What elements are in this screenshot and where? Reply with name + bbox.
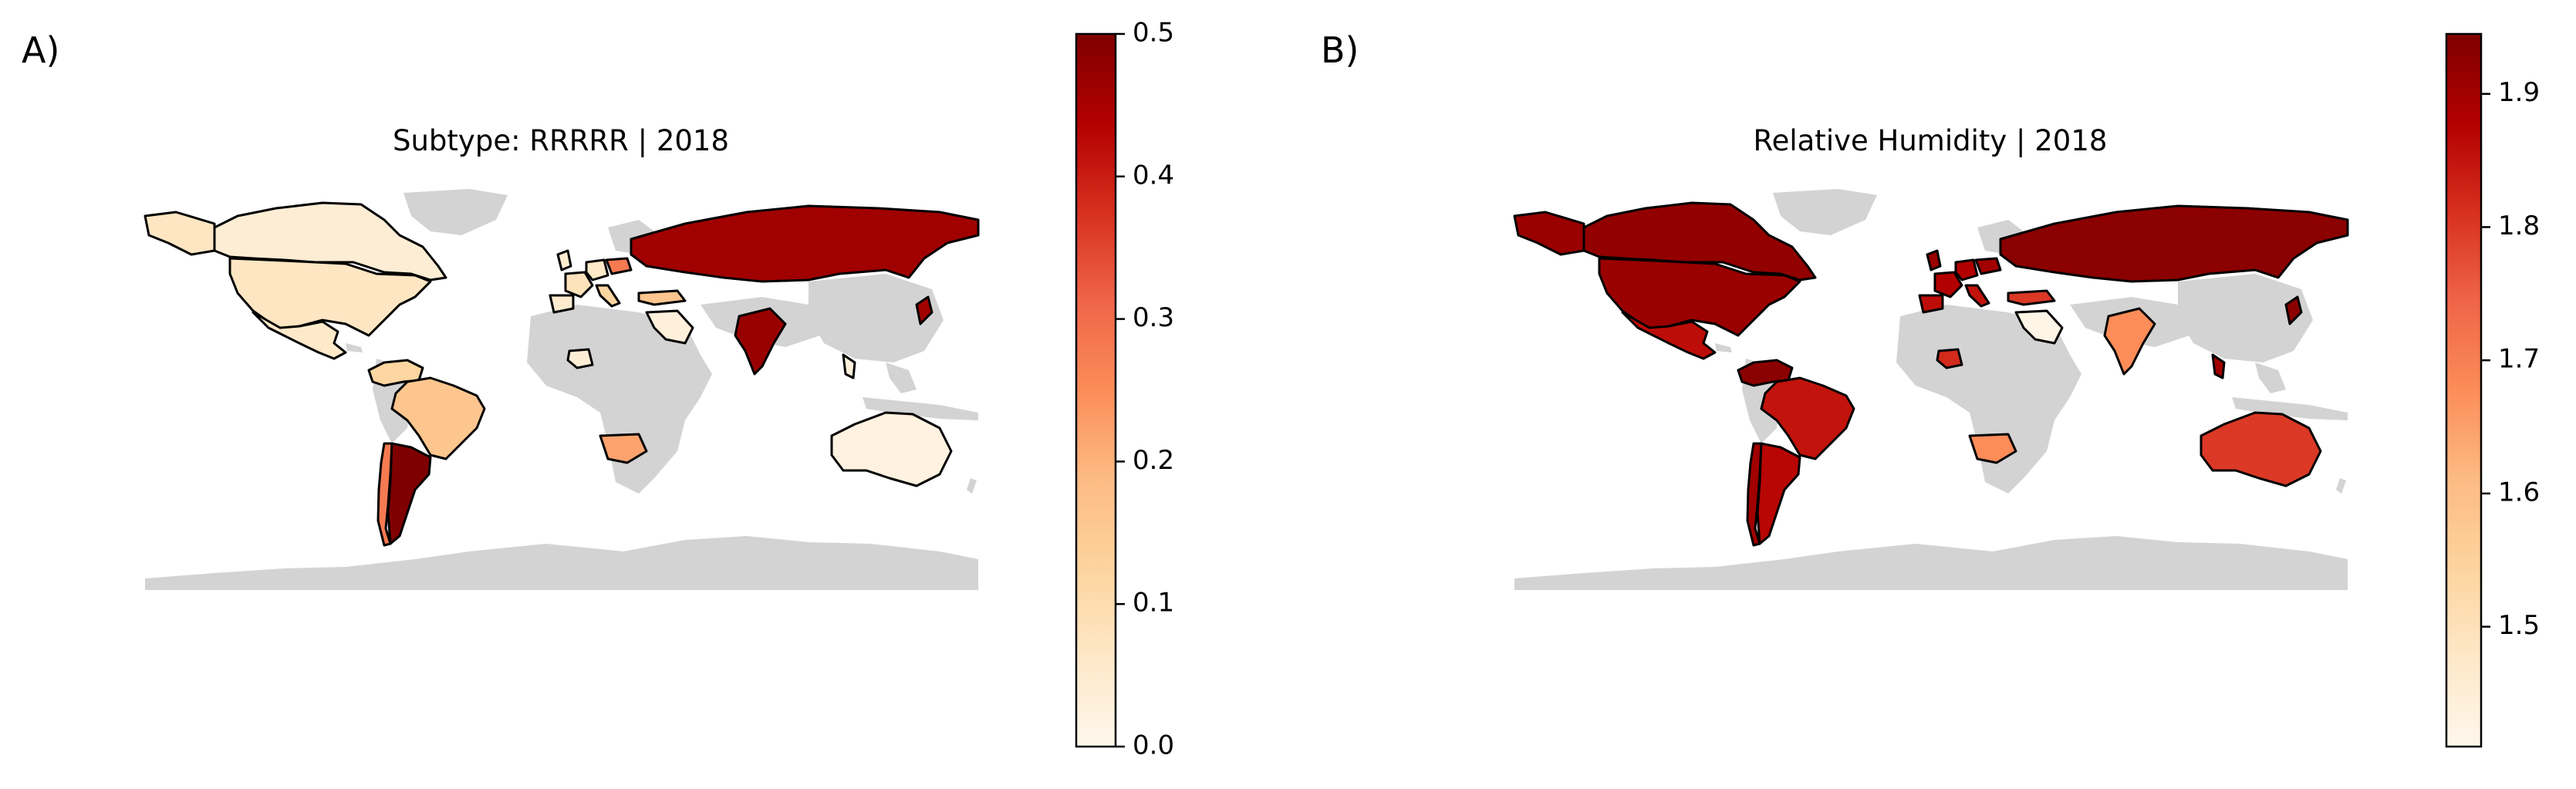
colorbar-tick-label: 1.6 — [2498, 477, 2540, 507]
country-turkey — [637, 289, 687, 306]
colorbar-tick-label: 1.7 — [2498, 344, 2540, 375]
country-mexico — [252, 311, 347, 360]
country-india — [2103, 307, 2156, 376]
colorbar-b-gradient — [2445, 32, 2483, 748]
colorbar-tick-label: 1.9 — [2498, 77, 2540, 108]
colorbar-a-gradient — [1075, 32, 1117, 748]
country-polygons — [143, 201, 980, 547]
country-south-africa — [1968, 433, 2017, 464]
panel-a-label: A) — [22, 29, 60, 71]
country-russia — [1999, 204, 2349, 283]
country-malaysia-indonesia — [2211, 353, 2226, 379]
country-argentina — [1756, 442, 1801, 545]
colorbar-tick-label: 0.5 — [1133, 18, 1174, 49]
map-panel-b: Relative Humidity | 2018 — [1513, 32, 2540, 748]
country-germany — [585, 258, 609, 282]
country-mexico — [1621, 311, 1717, 360]
background-land — [1514, 189, 2348, 590]
country-spain — [1918, 294, 1944, 314]
country-uk — [556, 249, 572, 271]
country-alaska-usa — [143, 211, 216, 256]
colorbar-a-ticks: 0.0 0.1 0.2 0.3 0.4 0.5 — [1116, 18, 1174, 761]
country-australia — [830, 411, 953, 487]
country-japan — [2284, 295, 2303, 325]
map-title-b: Relative Humidity | 2018 — [1754, 124, 2108, 157]
colorbar-tick-label: 0.0 — [1133, 730, 1174, 761]
country-italy — [1964, 284, 1990, 308]
country-brazil — [1760, 376, 1855, 460]
country-india — [734, 307, 787, 376]
country-saudi-arabia — [2014, 309, 2064, 345]
colorbar-tick-label: 0.4 — [1133, 160, 1174, 191]
colorbar-b-ticks: 1.5 1.6 1.7 1.8 1.9 — [2481, 77, 2540, 641]
country-spain — [549, 294, 575, 314]
map-title-a: Subtype: RRRRR | 2018 — [393, 124, 729, 157]
country-alaska-usa — [1513, 211, 1585, 256]
country-france — [1933, 271, 1963, 298]
country-brazil — [390, 376, 486, 460]
colorbar-tick-label: 1.8 — [2498, 211, 2540, 241]
country-poland — [605, 257, 633, 275]
country-australia — [2200, 411, 2322, 487]
country-japan — [915, 295, 934, 325]
background-land — [145, 189, 978, 590]
colorbar-tick-label: 0.2 — [1133, 445, 1174, 476]
country-saudi-arabia — [645, 309, 694, 345]
country-polygons — [1513, 201, 2349, 547]
country-argentina — [387, 442, 432, 545]
country-nigeria — [566, 348, 594, 369]
country-germany — [1954, 258, 1979, 282]
colorbar-a: 0.0 0.1 0.2 0.3 0.4 0.5 — [1075, 18, 1174, 761]
colorbar-tick-label: 0.1 — [1133, 588, 1174, 619]
world-map-b — [1513, 189, 2349, 590]
colorbar-tick-label: 0.3 — [1133, 302, 1174, 333]
world-map-a — [143, 189, 980, 590]
country-usa — [228, 257, 432, 337]
map-panel-a: Subtype: RRRRR | 2018 — [143, 18, 1174, 761]
country-turkey — [2007, 289, 2056, 306]
country-malaysia-indonesia — [842, 353, 856, 379]
panel-b-label: B) — [1321, 29, 1359, 71]
colorbar-tick-label: 1.5 — [2498, 610, 2540, 641]
country-nigeria — [1936, 348, 1963, 369]
country-uk — [1926, 249, 1942, 271]
country-usa — [1598, 257, 1801, 337]
country-south-africa — [599, 433, 648, 464]
country-russia — [630, 204, 980, 283]
colorbar-b: 1.5 1.6 1.7 1.8 1.9 — [2445, 32, 2540, 748]
country-france — [564, 271, 594, 298]
country-poland — [1974, 257, 2002, 275]
country-italy — [595, 284, 621, 308]
